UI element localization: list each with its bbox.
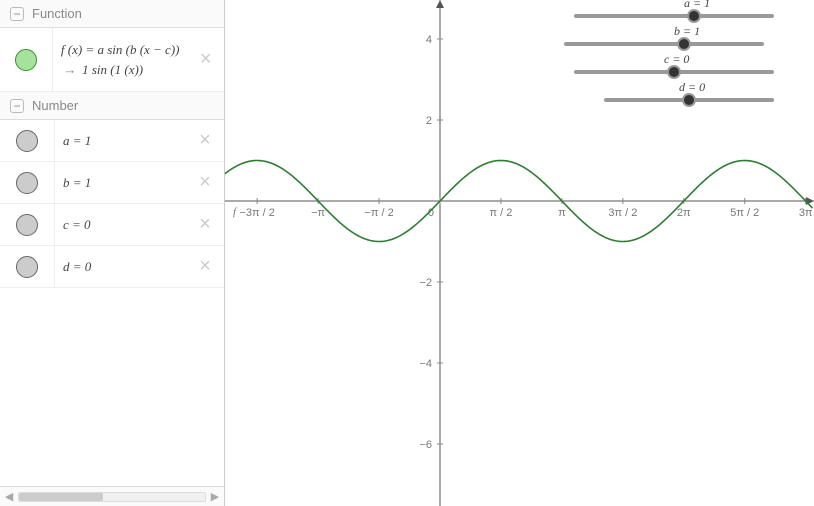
collapse-number-button[interactable]: − bbox=[10, 99, 24, 113]
function-section-header: − Function bbox=[0, 0, 224, 28]
svg-text:π: π bbox=[558, 207, 566, 219]
function-swatch-cell[interactable] bbox=[0, 28, 53, 91]
slider-track[interactable] bbox=[574, 14, 774, 18]
number-color-swatch[interactable] bbox=[16, 256, 38, 278]
number-swatch-cell[interactable] bbox=[0, 162, 55, 203]
delete-number-button[interactable]: × bbox=[186, 246, 224, 287]
delete-function-button[interactable]: × bbox=[188, 28, 225, 91]
svg-text:3π / 2: 3π / 2 bbox=[608, 207, 637, 219]
arrow-icon: → bbox=[61, 62, 79, 78]
slider-knob[interactable] bbox=[667, 65, 681, 79]
sidebar-horizontal-scrollbar[interactable]: ◀ ▶ bbox=[0, 486, 224, 506]
number-color-swatch[interactable] bbox=[16, 130, 38, 152]
function-formula-symbolic: f (x) = a sin (b (x − c)) bbox=[61, 42, 180, 58]
function-row[interactable]: f (x) = a sin (b (x − c)) → 1 sin (1 (x)… bbox=[0, 28, 224, 92]
slider-knob[interactable] bbox=[687, 9, 701, 23]
number-row[interactable]: a = 1× bbox=[0, 120, 224, 162]
number-swatch-cell[interactable] bbox=[0, 246, 55, 287]
number-swatch-cell[interactable] bbox=[0, 120, 55, 161]
svg-text:f: f bbox=[233, 206, 238, 218]
number-label[interactable]: b = 1 bbox=[55, 162, 186, 203]
number-color-swatch[interactable] bbox=[16, 214, 38, 236]
delete-number-button[interactable]: × bbox=[186, 204, 224, 245]
svg-text:3π: 3π bbox=[799, 207, 813, 219]
number-label[interactable]: d = 0 bbox=[55, 246, 186, 287]
function-definition[interactable]: f (x) = a sin (b (x − c)) → 1 sin (1 (x)… bbox=[53, 28, 188, 91]
number-row[interactable]: d = 0× bbox=[0, 246, 224, 288]
delete-number-button[interactable]: × bbox=[186, 120, 224, 161]
number-label[interactable]: c = 0 bbox=[55, 204, 186, 245]
svg-text:−π / 2: −π / 2 bbox=[364, 207, 393, 219]
svg-text:−π: −π bbox=[311, 207, 325, 219]
svg-text:4: 4 bbox=[426, 34, 432, 46]
scroll-track[interactable] bbox=[18, 492, 206, 502]
sidebar: − Function f (x) = a sin (b (x − c)) → 1… bbox=[0, 0, 225, 506]
slider-knob[interactable] bbox=[677, 37, 691, 51]
sidebar-spacer bbox=[0, 288, 224, 486]
number-label[interactable]: a = 1 bbox=[55, 120, 186, 161]
svg-text:−6: −6 bbox=[419, 439, 432, 451]
function-formula-numeric: → 1 sin (1 (x)) bbox=[61, 62, 180, 78]
svg-text:π / 2: π / 2 bbox=[490, 207, 513, 219]
delete-number-button[interactable]: × bbox=[186, 162, 224, 203]
number-swatch-cell[interactable] bbox=[0, 204, 55, 245]
svg-text:−3π / 2: −3π / 2 bbox=[239, 207, 274, 219]
function-color-swatch[interactable] bbox=[15, 49, 37, 71]
svg-text:−2: −2 bbox=[419, 277, 432, 289]
sliders-panel: a = 1b = 1c = 0d = 0 bbox=[564, 0, 784, 112]
scroll-left-button[interactable]: ◀ bbox=[4, 490, 14, 503]
collapse-function-button[interactable]: − bbox=[10, 7, 24, 21]
svg-text:2: 2 bbox=[426, 115, 432, 127]
scroll-right-button[interactable]: ▶ bbox=[210, 490, 220, 503]
number-color-swatch[interactable] bbox=[16, 172, 38, 194]
number-section-header: − Number bbox=[0, 92, 224, 120]
scroll-thumb[interactable] bbox=[19, 493, 103, 501]
svg-text:−4: −4 bbox=[419, 358, 432, 370]
slider-c[interactable]: c = 0 bbox=[564, 56, 784, 84]
number-rows: a = 1×b = 1×c = 0×d = 0× bbox=[0, 120, 224, 288]
number-section-title: Number bbox=[32, 98, 78, 113]
svg-text:2π: 2π bbox=[677, 207, 691, 219]
graph-area[interactable]: −3π / 2−π−π / 20π / 2π3π / 22π5π / 23π24… bbox=[225, 0, 814, 506]
slider-d[interactable]: d = 0 bbox=[564, 84, 784, 112]
number-row[interactable]: b = 1× bbox=[0, 162, 224, 204]
slider-knob[interactable] bbox=[682, 93, 696, 107]
svg-text:5π / 2: 5π / 2 bbox=[730, 207, 759, 219]
slider-track[interactable] bbox=[564, 42, 764, 46]
number-row[interactable]: c = 0× bbox=[0, 204, 224, 246]
function-section-title: Function bbox=[32, 6, 82, 21]
